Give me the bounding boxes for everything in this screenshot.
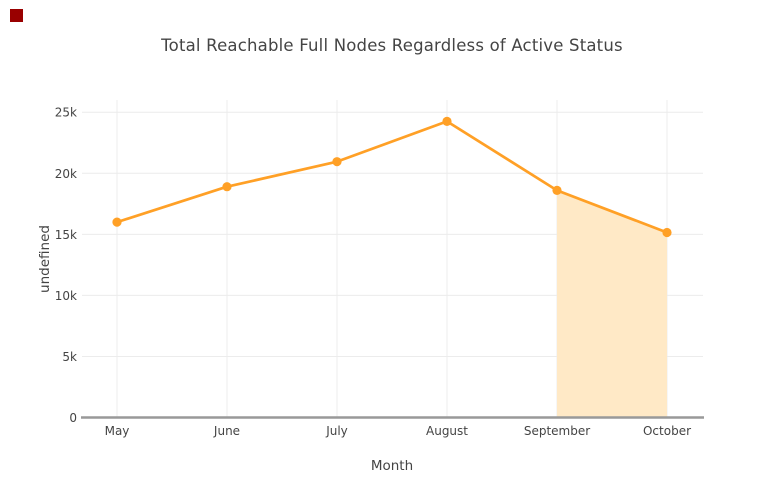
data-point-marker[interactable] xyxy=(222,182,232,192)
data-point-marker[interactable] xyxy=(112,217,122,227)
y-tick-label: 5k xyxy=(62,350,77,364)
highlight-area xyxy=(557,190,667,417)
y-tick-label: 0 xyxy=(69,411,77,425)
data-line[interactable] xyxy=(115,120,669,234)
y-tick-label: 10k xyxy=(55,289,77,303)
x-tick-label: October xyxy=(643,424,691,438)
y-axis-title: undefined xyxy=(37,225,53,293)
red-corner-marker xyxy=(10,9,23,22)
y-tick-label: 25k xyxy=(55,106,77,120)
data-point-marker[interactable] xyxy=(332,157,342,167)
y-tick-label: 20k xyxy=(55,167,77,181)
x-tick-label: August xyxy=(426,424,468,438)
y-tick-label: 15k xyxy=(55,228,77,242)
chart-title: Total Reachable Full Nodes Regardless of… xyxy=(161,36,623,55)
data-point-marker[interactable] xyxy=(442,116,452,126)
data-point-marker[interactable] xyxy=(552,185,562,195)
x-tick-label: September xyxy=(524,424,590,438)
x-tick-label: May xyxy=(105,424,130,438)
x-tick-label: July xyxy=(325,424,348,438)
x-tick-label: June xyxy=(213,424,240,438)
data-point-marker[interactable] xyxy=(662,227,672,238)
x-axis-title: Month xyxy=(370,458,414,474)
